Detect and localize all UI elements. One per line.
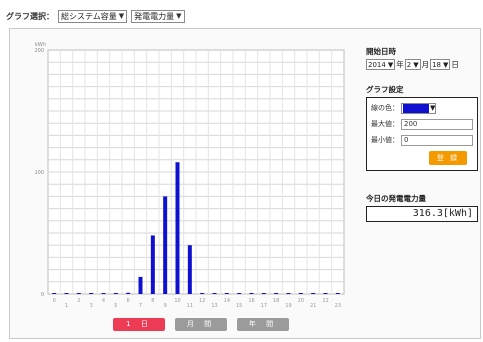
- chevron-down-icon: ▼: [387, 60, 394, 69]
- system-select[interactable]: 総システム容量 ▼: [58, 9, 128, 23]
- x-tick-label: 21: [310, 303, 316, 309]
- start-date-row: 2014 ▼ 年 2 ▼ 月 18 ▼ 日: [366, 59, 478, 70]
- x-tick-label: 9: [164, 303, 167, 309]
- graph-settings-title: グラフ設定: [366, 85, 404, 94]
- x-tick-label: 6: [127, 298, 130, 304]
- period-buttons: 1 日 月 間 年 間: [113, 318, 289, 331]
- x-tick-label: 19: [285, 303, 291, 309]
- x-tick-label: 15: [236, 303, 242, 309]
- x-tick-label: 18: [273, 298, 279, 304]
- bar: [249, 293, 254, 294]
- line-color-label: 線の色：: [371, 104, 399, 112]
- y-axis-unit: kWh: [35, 42, 46, 48]
- day-value: 18: [432, 60, 441, 69]
- today-power-value: 316.3[kWh]: [366, 206, 478, 222]
- bar: [52, 293, 57, 294]
- x-tick-label: 12: [199, 298, 205, 304]
- day-select[interactable]: 18 ▼: [430, 59, 451, 70]
- year-value: 2014: [368, 60, 386, 69]
- chevron-down-icon: ▼: [413, 60, 419, 69]
- x-tick-label: 0: [53, 298, 56, 304]
- max-value-row: 最大値： 200: [371, 117, 473, 131]
- y-tick-label: 200: [34, 48, 44, 54]
- bar: [286, 293, 291, 294]
- power-chart: 0100200kWh012345678910111213141516171819…: [34, 42, 345, 309]
- x-tick-label: 1: [65, 303, 68, 309]
- chevron-down-icon: ▼: [118, 12, 125, 20]
- today-power: 今日の発電電力量 316.3[kWh]: [366, 193, 478, 222]
- year-button[interactable]: 年 間: [237, 318, 289, 331]
- x-tick-label: 16: [248, 298, 254, 304]
- today-power-title: 今日の発電電力量: [366, 194, 426, 203]
- min-value-row: 最小値： 0: [371, 133, 473, 147]
- y-tick-label: 0: [41, 292, 44, 298]
- x-tick-label: 17: [261, 303, 267, 309]
- bar: [335, 293, 340, 294]
- x-tick-label: 3: [90, 303, 93, 309]
- x-tick-label: 11: [187, 303, 193, 309]
- x-tick-label: 23: [335, 303, 341, 309]
- x-tick-label: 2: [77, 298, 80, 304]
- bar: [163, 196, 168, 294]
- graph-select-label: グラフ選択：: [6, 11, 54, 21]
- bar: [113, 293, 118, 294]
- system-select-value: 総システム容量: [61, 11, 117, 21]
- x-tick-label: 22: [322, 298, 328, 304]
- bar: [212, 293, 217, 294]
- chevron-down-icon: ▼: [443, 60, 449, 69]
- x-tick-label: 14: [224, 298, 230, 304]
- graph-select-bar: グラフ選択： 総システム容量 ▼ 発電電力量 ▼: [6, 9, 185, 23]
- y-tick-label: 100: [34, 170, 44, 176]
- bar: [126, 292, 131, 294]
- x-tick-label: 10: [174, 298, 180, 304]
- year-select[interactable]: 2014 ▼: [366, 59, 396, 70]
- line-color-row: 線の色： ▼: [371, 101, 473, 115]
- bar: [175, 162, 180, 294]
- month-suffix: 月: [421, 60, 430, 69]
- chevron-down-icon: ▼: [176, 12, 182, 20]
- graph-settings: グラフ設定 線の色： ▼ 最大値： 200 最小値： 0 登 録: [366, 84, 478, 171]
- bar: [101, 293, 106, 294]
- bar: [150, 235, 155, 294]
- year-suffix: 年: [396, 60, 404, 69]
- metric-select-value: 発電電力量: [134, 11, 175, 21]
- bar: [138, 276, 143, 294]
- max-value-label: 最大値：: [371, 120, 399, 128]
- month-select[interactable]: 2 ▼: [404, 59, 421, 70]
- max-value-input[interactable]: 200: [401, 118, 473, 130]
- bar: [311, 293, 316, 294]
- day-suffix: 日: [451, 60, 459, 69]
- bar: [274, 293, 279, 294]
- side-controls: 開始日時 2014 ▼ 年 2 ▼ 月 18 ▼ 日 グラフ設定 線の色： ▼: [366, 46, 478, 171]
- x-tick-label: 4: [102, 298, 105, 304]
- bar: [187, 245, 192, 294]
- bar: [237, 293, 242, 294]
- bar: [200, 293, 205, 294]
- register-button[interactable]: 登 録: [429, 151, 467, 165]
- chevron-down-icon: ▼: [430, 104, 436, 112]
- x-tick-label: 7: [139, 303, 142, 309]
- bar: [298, 293, 303, 294]
- bar: [323, 293, 328, 294]
- x-tick-label: 5: [114, 303, 117, 309]
- bar: [89, 293, 94, 294]
- line-color-swatch: [403, 103, 429, 113]
- bar: [76, 293, 81, 294]
- x-tick-label: 8: [151, 298, 154, 304]
- bar: [261, 293, 266, 294]
- line-color-select[interactable]: ▼: [401, 102, 437, 114]
- graph-settings-box: 線の色： ▼ 最大値： 200 最小値： 0 登 録: [366, 97, 478, 171]
- min-value-label: 最小値：: [371, 136, 399, 144]
- x-tick-label: 20: [298, 298, 304, 304]
- bar: [224, 293, 229, 294]
- month-button[interactable]: 月 間: [175, 318, 227, 331]
- day-button[interactable]: 1 日: [113, 318, 165, 331]
- metric-select[interactable]: 発電電力量 ▼: [131, 9, 185, 23]
- bar: [64, 293, 69, 294]
- min-value-input[interactable]: 0: [401, 134, 473, 146]
- month-value: 2: [406, 60, 412, 69]
- start-date-title: 開始日時: [366, 47, 396, 56]
- x-tick-label: 13: [211, 303, 217, 309]
